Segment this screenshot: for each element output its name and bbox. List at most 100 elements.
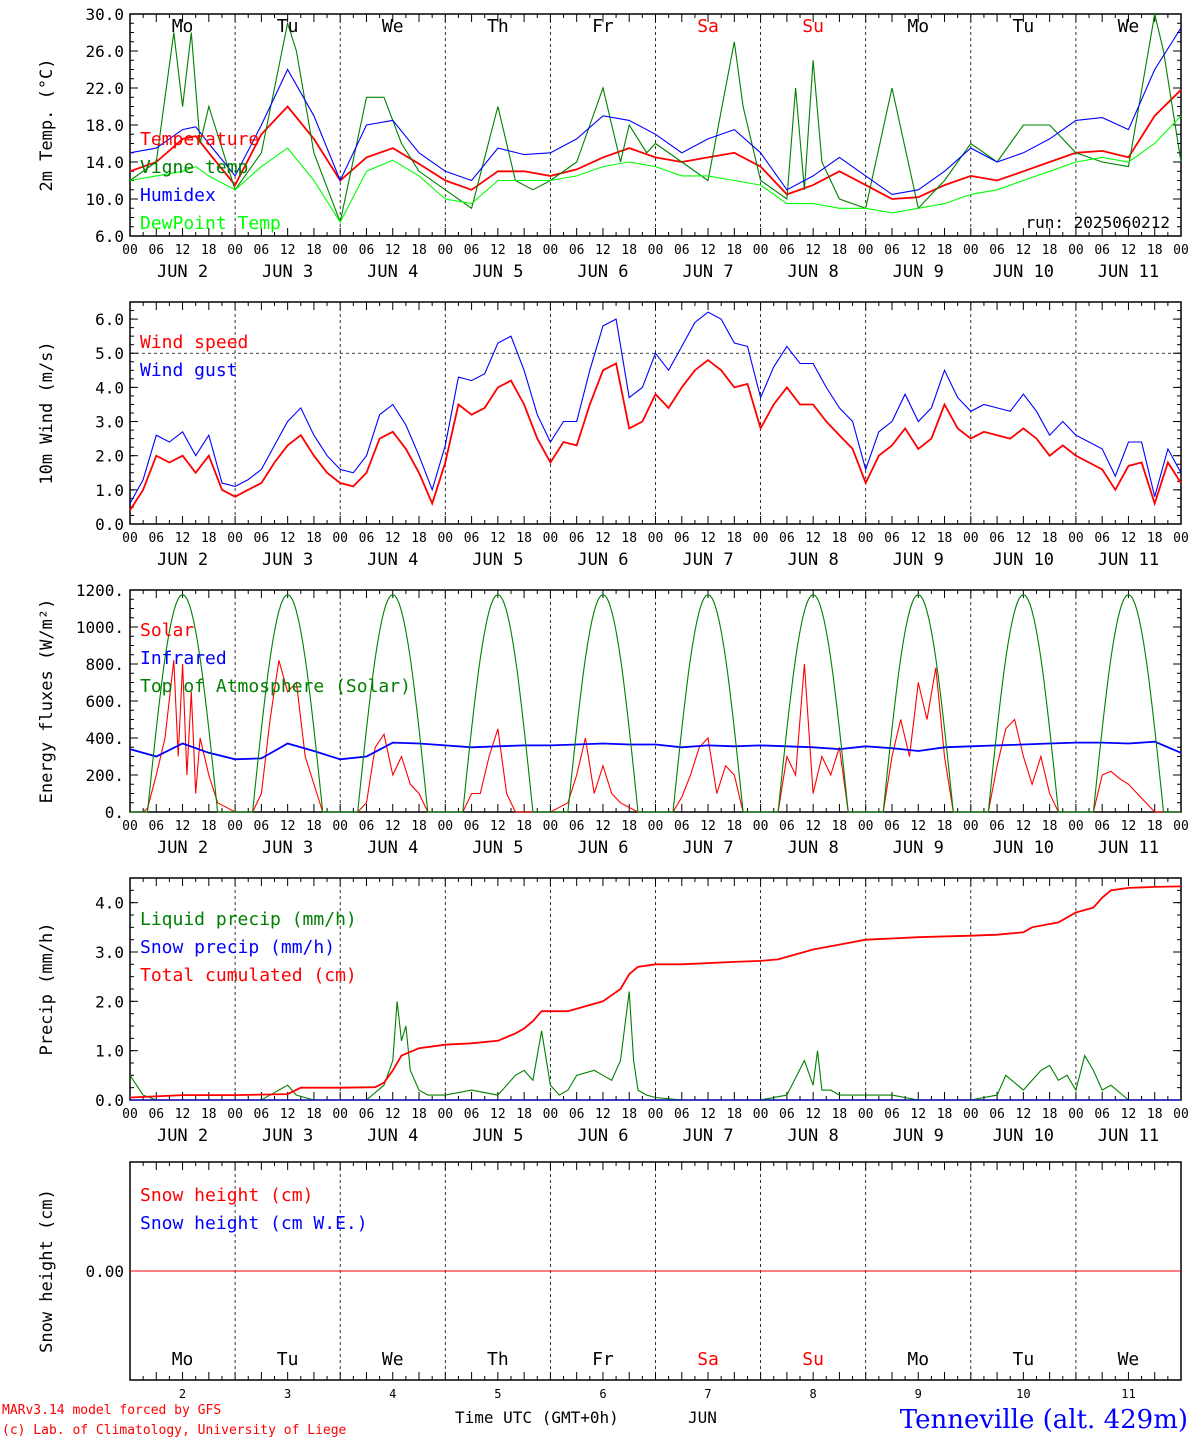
hour-tick-label: 18 (1147, 243, 1163, 258)
date-label: JUN 10 (993, 550, 1054, 570)
date-number-label: 11 (1121, 1387, 1135, 1401)
hour-tick-label: 18 (516, 819, 532, 834)
hour-tick-label: 18 (1042, 819, 1058, 834)
hour-tick-label: 06 (359, 819, 375, 834)
y-tick-label: 6.0 (95, 227, 124, 246)
hour-tick-label: 06 (674, 243, 690, 258)
date-label: JUN 9 (893, 550, 944, 570)
hour-tick-label: 00 (437, 531, 453, 546)
y-tick-label: 6.0 (95, 310, 124, 329)
date-label: JUN 9 (893, 838, 944, 858)
hour-tick-label: 12 (280, 1107, 296, 1122)
hour-tick-label: 12 (1016, 531, 1032, 546)
date-label: JUN 9 (893, 1126, 944, 1146)
x-axis-label: Time UTC (GMT+0h) (455, 1408, 619, 1427)
y-tick-label: 1200. (76, 581, 124, 600)
hour-tick-label: 06 (779, 531, 795, 546)
hour-tick-label: 00 (332, 819, 348, 834)
hour-tick-label: 12 (910, 243, 926, 258)
date-label: JUN 3 (262, 262, 313, 282)
weekday-label: Mo (907, 16, 929, 37)
date-number-label: 2 (179, 1387, 186, 1401)
hour-tick-label: 18 (726, 531, 742, 546)
hour-tick-label: 18 (832, 1107, 848, 1122)
weekday-label: Sa (697, 16, 719, 37)
weekday-label: Tu (277, 16, 299, 37)
hour-tick-label: 12 (490, 819, 506, 834)
x-axis-month: JUN (688, 1408, 717, 1427)
y-axis-label: Energy fluxes (W/m²) (37, 599, 57, 804)
legend-entry: Snow height (cm) (140, 1185, 313, 1206)
hour-tick-label: 00 (648, 243, 664, 258)
hour-tick-label: 06 (569, 243, 585, 258)
wind-panel: 0.0 1.0 2.0 3.0 4.0 5.0 6.0 10m Wind (m/s) Wind … (37, 301, 1189, 570)
hour-tick-label: 18 (201, 243, 217, 258)
hour-tick-label: 06 (674, 531, 690, 546)
hour-tick-label: 12 (1016, 243, 1032, 258)
hour-tick-label: 00 (1173, 243, 1189, 258)
date-number-label: 9 (915, 1387, 922, 1401)
hour-tick-label: 12 (700, 819, 716, 834)
hour-tick-label: 18 (937, 531, 953, 546)
y-tick-label: 0. (105, 803, 124, 822)
y-tick-label: 5.0 (95, 344, 124, 363)
y-tick-label: 2.0 (95, 992, 124, 1011)
hour-tick-label: 18 (621, 243, 637, 258)
hour-tick-label: 12 (1016, 1107, 1032, 1122)
hour-tick-label: 06 (989, 531, 1005, 546)
hour-tick-label: 00 (227, 531, 243, 546)
hour-tick-label: 00 (963, 243, 979, 258)
hour-tick-label: 06 (464, 531, 480, 546)
hour-tick-label: 06 (464, 819, 480, 834)
date-number-label: 3 (284, 1387, 291, 1401)
weekday-label: We (1118, 1349, 1140, 1370)
hour-tick-label: 00 (753, 1107, 769, 1122)
hour-tick-label: 18 (1147, 531, 1163, 546)
hour-tick-label: 06 (674, 1107, 690, 1122)
hour-tick-label: 12 (1121, 243, 1137, 258)
date-label: JUN 11 (1098, 838, 1159, 858)
legend-entry: DewPoint Temp (140, 213, 281, 234)
weekday-label: Mo (907, 1349, 929, 1370)
run-label: run: 2025060212 (1026, 213, 1171, 232)
hour-tick-label: 00 (437, 819, 453, 834)
weekday-label: Fr (592, 1349, 614, 1370)
hour-tick-label: 18 (621, 1107, 637, 1122)
weekday-label: Mo (172, 1349, 194, 1370)
weekday-label: Tu (1013, 16, 1035, 37)
legend-entry: Humidex (140, 185, 216, 206)
date-label: JUN 3 (262, 550, 313, 570)
hour-tick-label: 18 (306, 531, 322, 546)
hour-tick-label: 12 (910, 819, 926, 834)
y-tick-label: 1000. (76, 618, 124, 637)
hour-tick-label: 00 (332, 531, 348, 546)
hour-tick-label: 00 (963, 531, 979, 546)
date-label: JUN 7 (682, 838, 733, 858)
date-label: JUN 8 (788, 262, 839, 282)
hour-tick-label: 12 (490, 1107, 506, 1122)
date-label: JUN 3 (262, 1126, 313, 1146)
hour-tick-label: 18 (201, 1107, 217, 1122)
date-number-label: 4 (389, 1387, 396, 1401)
hour-tick-label: 06 (464, 1107, 480, 1122)
hour-tick-label: 06 (989, 243, 1005, 258)
hour-tick-label: 06 (254, 531, 270, 546)
hour-tick-label: 00 (122, 243, 138, 258)
y-axis-label: 10m Wind (m/s) (37, 341, 57, 484)
hour-tick-label: 18 (201, 819, 217, 834)
hour-tick-label: 00 (648, 819, 664, 834)
hour-tick-label: 12 (1016, 819, 1032, 834)
date-label: JUN 4 (367, 838, 418, 858)
hour-tick-label: 18 (1042, 243, 1058, 258)
weekday-label: Tu (277, 1349, 299, 1370)
station-label: Tenneville (alt. 429m) (900, 1405, 1188, 1435)
hour-tick-label: 00 (437, 243, 453, 258)
hour-tick-label: 12 (805, 243, 821, 258)
date-label: JUN 5 (472, 838, 523, 858)
date-label: JUN 2 (157, 550, 208, 570)
legend-entry: Solar (140, 620, 194, 641)
hour-tick-label: 12 (700, 531, 716, 546)
series-line-temperature (129, 89, 1182, 200)
hour-tick-label: 00 (1068, 819, 1084, 834)
hour-tick-label: 12 (385, 819, 401, 834)
